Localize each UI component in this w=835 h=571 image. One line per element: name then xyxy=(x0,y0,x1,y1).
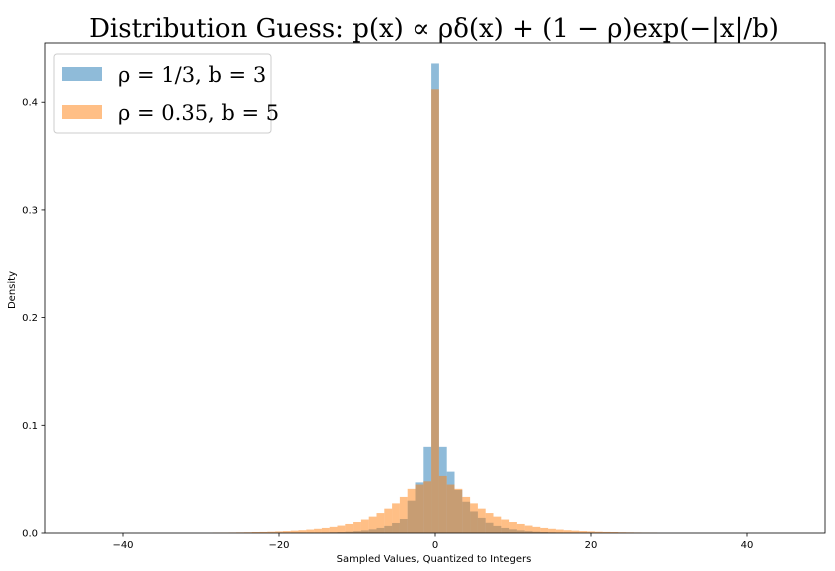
histogram-bar xyxy=(314,528,322,533)
y-tick-label: 0.1 xyxy=(22,421,38,432)
histogram-bar xyxy=(407,488,416,533)
x-tick-label: 40 xyxy=(741,540,754,551)
histogram-bar xyxy=(571,530,580,533)
histogram-bar xyxy=(337,525,346,533)
histogram-bar xyxy=(290,530,299,533)
histogram-bar xyxy=(376,513,385,533)
x-tick-label: −20 xyxy=(268,540,289,551)
histogram-bar xyxy=(275,531,283,533)
histogram-bar xyxy=(555,529,564,533)
histogram-bar xyxy=(462,496,471,533)
histogram-bar xyxy=(524,525,533,533)
legend: ρ = 1/3, b = 3 ρ = 0.35, b = 5 xyxy=(53,53,279,134)
histogram-bar xyxy=(431,89,439,534)
histogram-bar xyxy=(587,531,595,533)
histogram-bar xyxy=(384,508,393,533)
histogram-bar xyxy=(345,523,354,533)
histogram-bar xyxy=(594,531,603,533)
legend-label-series-1: ρ = 1/3, b = 3 xyxy=(118,63,266,87)
histogram-bar xyxy=(501,519,510,533)
legend-swatch-series-1 xyxy=(62,67,102,81)
histogram-bar xyxy=(485,513,494,533)
legend-frame xyxy=(53,53,272,134)
histogram-bar xyxy=(423,481,432,533)
x-tick-label: 20 xyxy=(585,540,598,551)
histogram-bar xyxy=(602,531,611,533)
legend-label-series-2: ρ = 0.35, b = 5 xyxy=(118,101,279,125)
histogram-bar xyxy=(329,526,338,533)
y-tick-label: 0.2 xyxy=(22,313,38,324)
histogram-bar xyxy=(446,484,455,533)
histogram-bar xyxy=(306,529,315,533)
y-axis-label: Density xyxy=(7,271,18,309)
histogram-bar xyxy=(610,532,619,533)
histogram-bar xyxy=(493,516,502,533)
histogram-bar xyxy=(516,523,525,533)
histogram-bar xyxy=(540,527,549,533)
series-2-bars xyxy=(212,89,658,534)
histogram-bar xyxy=(298,530,307,533)
histogram-bar xyxy=(477,508,486,533)
histogram-bar xyxy=(438,475,447,533)
histogram-bar xyxy=(282,531,291,533)
legend-swatch-series-2 xyxy=(62,105,102,119)
histogram-bar xyxy=(353,522,361,533)
histogram-bar xyxy=(532,526,541,533)
y-tick-label: 0.0 xyxy=(22,529,38,540)
y-tick-label: 0.3 xyxy=(22,205,38,216)
histogram-bar xyxy=(470,503,478,533)
histogram-bar xyxy=(415,484,424,533)
histogram-bar xyxy=(563,530,572,533)
histogram-bar xyxy=(321,527,330,533)
x-tick-label: −40 xyxy=(112,540,133,551)
x-ticks: −40 −20 0 20 40 xyxy=(112,533,753,551)
histogram-bar xyxy=(509,522,517,533)
y-tick-label: 0.4 xyxy=(22,98,38,109)
histogram-bar xyxy=(579,531,588,533)
bars-group xyxy=(212,63,658,534)
histogram-bar xyxy=(360,519,369,533)
histogram-bar xyxy=(368,516,377,533)
histogram-bar xyxy=(548,528,556,533)
x-axis-label: Sampled Values, Quantized to Integers xyxy=(337,554,532,565)
histogram-bar xyxy=(454,488,463,533)
histogram-bar xyxy=(267,531,276,533)
histogram-bar xyxy=(259,531,268,533)
histogram-bar xyxy=(392,503,400,533)
histogram-bar xyxy=(251,532,260,533)
x-tick-label: 0 xyxy=(432,540,438,551)
chart-title: Distribution Guess: p(x) ∝ ρδ(x) + (1 − … xyxy=(89,14,779,44)
histogram-bar xyxy=(399,496,408,533)
y-ticks: 0.0 0.1 0.2 0.3 0.4 xyxy=(22,98,45,540)
